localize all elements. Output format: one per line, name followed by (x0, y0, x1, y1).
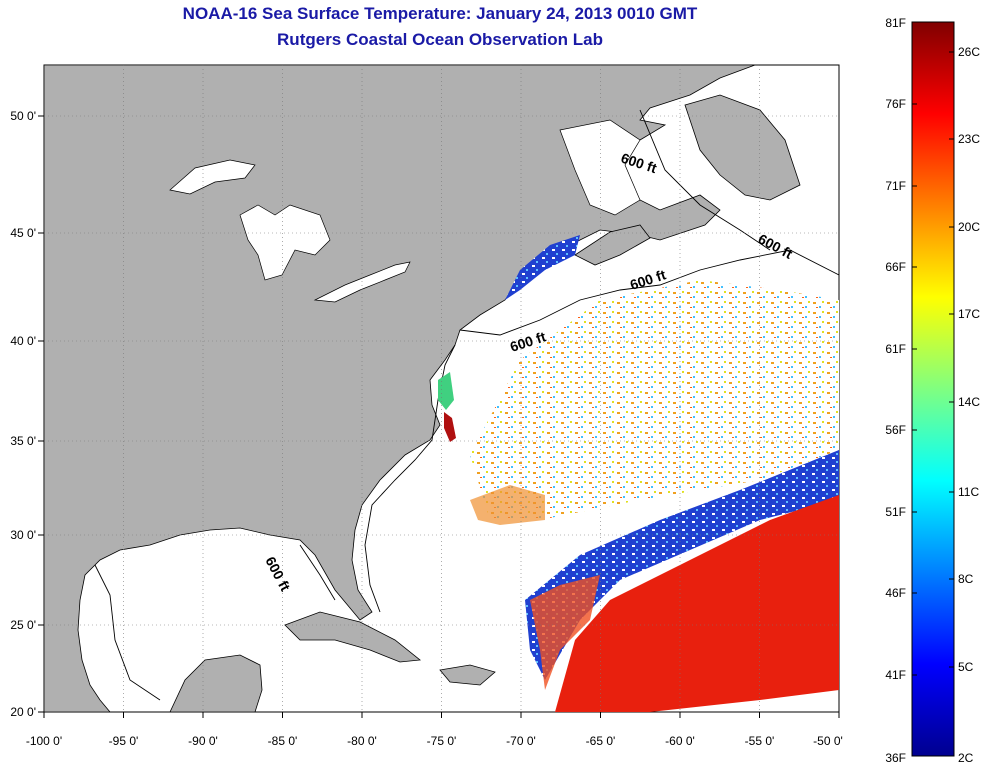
map-title: NOAA-16 Sea Surface Temperature: January… (182, 4, 698, 23)
lon-tick-label: -85 0' (268, 734, 298, 748)
colorbar-f-label: 81F (885, 16, 906, 30)
lon-tick-label: -50 0' (813, 734, 843, 748)
lat-tick-label: 40 0' (10, 334, 36, 348)
colorbar-c-label: 8C (958, 572, 974, 586)
map-subtitle: Rutgers Coastal Ocean Observation Lab (277, 30, 603, 49)
colorbar-c-label: 11C (958, 485, 979, 499)
warm-gulf-stream (555, 495, 839, 712)
satellite-swath-speckle (470, 280, 839, 520)
hatteras-warm-spot (444, 412, 456, 442)
colorbar-f-label: 76F (885, 97, 906, 111)
colorbar-c-label: 14C (958, 395, 980, 409)
coastal-green-water (438, 372, 454, 410)
colorbar-f-label: 61F (885, 342, 906, 356)
colorbar-f-label: 71F (885, 179, 906, 193)
lat-tick-label: 25 0' (10, 618, 36, 632)
colorbar-c-label: 2C (958, 751, 974, 765)
colorbar-f-label: 66F (885, 260, 906, 274)
lon-tick-label: -70 0' (506, 734, 536, 748)
colorbar-ticks (912, 51, 954, 676)
axis-ticks (38, 115, 840, 718)
cold-shelf-water (505, 235, 580, 300)
lat-tick-label: 35 0' (10, 434, 36, 448)
lake-erie-ontario (313, 261, 411, 303)
lon-tick-label: -100 0' (26, 734, 62, 748)
north-america-land (44, 65, 756, 712)
lon-tick-label: -80 0' (347, 734, 377, 748)
newfoundland-land (684, 94, 801, 201)
lat-tick-label: 20 0' (10, 705, 36, 719)
lon-tick-label: -55 0' (745, 734, 775, 748)
colorbar-c-label: 20C (958, 220, 980, 234)
colorbar-c-label: 5C (958, 660, 974, 674)
hispaniola-land (439, 664, 496, 686)
map-grid (44, 65, 839, 712)
cold-band (525, 450, 839, 680)
colorbar-f-label: 51F (885, 505, 906, 519)
colorbar (911, 21, 955, 757)
sst-orange-patch (470, 485, 545, 525)
lon-tick-label: -75 0' (427, 734, 457, 748)
lon-tick-label: -60 0' (665, 734, 695, 748)
depth-contour-600ft (94, 109, 839, 701)
lon-tick-label: -95 0' (109, 734, 139, 748)
cuba-land (284, 611, 422, 663)
nova-scotia-land (574, 224, 651, 266)
colorbar-f-label: 36F (885, 751, 906, 765)
warm-inner-band (530, 575, 600, 690)
colorbar-c-label: 23C (958, 132, 980, 146)
gulf-st-lawrence (559, 119, 641, 216)
lake-michigan-huron (239, 204, 331, 281)
colorbar-f-label: 56F (885, 423, 906, 437)
colorbar-f-label: 46F (885, 586, 906, 600)
lat-tick-label: 45 0' (10, 226, 36, 240)
colorbar-c-label: 17C (958, 307, 980, 321)
lat-tick-label: 30 0' (10, 528, 36, 542)
lon-tick-label: -90 0' (188, 734, 218, 748)
lat-tick-label: 50 0' (10, 109, 36, 123)
yucatan-land (169, 654, 263, 712)
lon-tick-label: -65 0' (586, 734, 616, 748)
colorbar-c-label: 26C (958, 45, 980, 59)
lake-superior (169, 159, 256, 195)
colorbar-f-label: 41F (885, 668, 906, 682)
